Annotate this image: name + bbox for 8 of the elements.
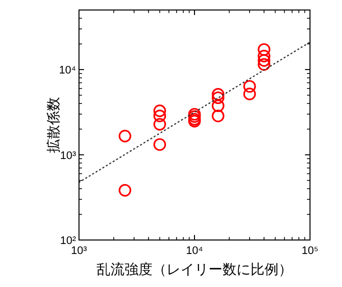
y-tick-label: 10²	[60, 235, 76, 247]
x-tick-label: 10³	[71, 245, 88, 257]
x-axis-title: 乱流強度（レイリー数に比例）	[96, 261, 292, 277]
y-axis-title: 拡散係数	[45, 97, 61, 153]
x-tick-label: 10⁵	[302, 245, 318, 257]
y-tick-label: 10⁴	[59, 64, 76, 77]
x-tick-label: 10⁴	[186, 245, 204, 257]
y-tick-label: 10³	[60, 150, 76, 162]
